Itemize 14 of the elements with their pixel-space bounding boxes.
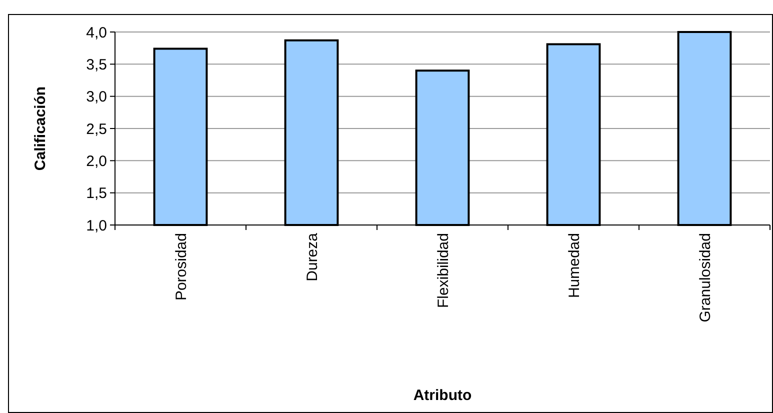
- x-tick-label: Porosidad: [172, 233, 190, 301]
- y-tick-label: 4,0: [86, 24, 107, 42]
- x-tick-label: Granulosidad: [696, 233, 714, 322]
- x-tick-label: Humedad: [566, 233, 583, 298]
- x-tick-label: Dureza: [304, 232, 321, 282]
- y-tick-label: 3,5: [86, 56, 107, 74]
- y-tick-label: 1,5: [86, 185, 107, 202]
- y-tick-label: 1,0: [86, 217, 107, 234]
- y-axis-title: Calificación: [32, 86, 49, 171]
- x-axis-title: Atributo: [413, 387, 472, 404]
- y-tick-label: 2,5: [86, 120, 107, 138]
- y-tick-label: 3,0: [86, 88, 107, 106]
- y-tick-label: 2,0: [86, 152, 107, 170]
- x-tick-label: Flexibilidad: [434, 233, 452, 308]
